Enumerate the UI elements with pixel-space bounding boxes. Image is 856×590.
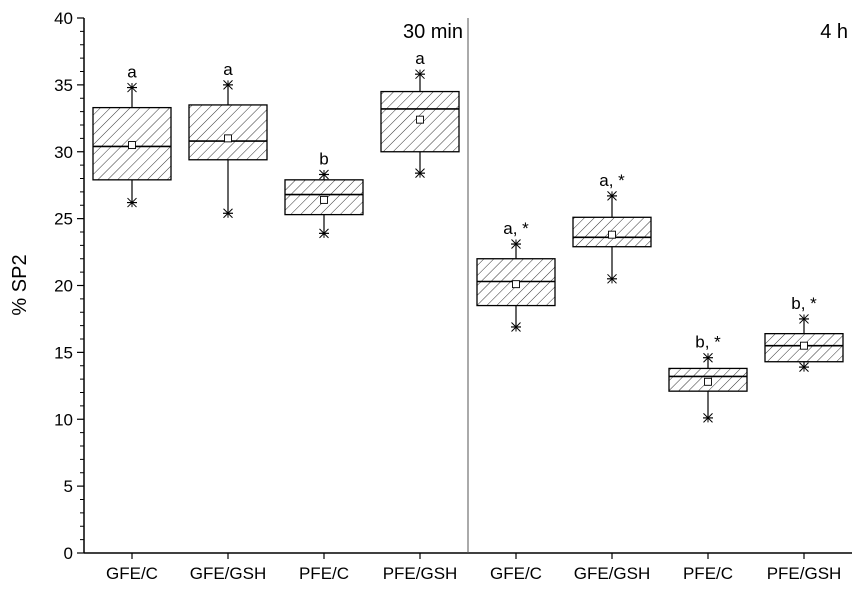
min-marker	[799, 362, 809, 372]
y-tick-label: 20	[54, 277, 73, 296]
panel-label-30min: 30 min	[403, 21, 463, 43]
min-marker	[703, 413, 713, 423]
max-marker	[511, 239, 521, 249]
max-marker	[415, 69, 425, 80]
min-marker	[511, 322, 521, 332]
x-category-label: PFE/GSH	[767, 564, 842, 583]
y-tick-label: 25	[54, 210, 73, 229]
significance-label: a, *	[599, 171, 625, 190]
min-marker	[127, 197, 137, 208]
significance-label: a	[127, 63, 137, 82]
box-group: a	[380, 49, 460, 179]
significance-label: a	[223, 60, 233, 79]
box-group: a	[92, 63, 172, 208]
x-category-label: GFE/GSH	[190, 564, 267, 583]
max-marker	[799, 314, 809, 324]
mean-marker	[416, 115, 424, 124]
significance-label: b, *	[791, 294, 817, 313]
x-category-label: PFE/GSH	[383, 564, 458, 583]
box-iqr	[188, 104, 268, 161]
x-category-label: PFE/C	[299, 564, 349, 583]
mean-marker	[128, 141, 136, 150]
y-tick-label: 40	[54, 9, 73, 28]
panel-label-4h: 4 h	[820, 21, 848, 43]
y-tick-label: 0	[64, 544, 73, 563]
y-tick-label: 15	[54, 343, 73, 362]
y-tick-label: 30	[54, 143, 73, 162]
x-category-label: GFE/C	[490, 564, 542, 583]
mean-marker	[800, 341, 808, 350]
x-category-label: PFE/C	[683, 564, 733, 583]
significance-label: a	[415, 49, 425, 68]
max-marker	[223, 80, 233, 90]
y-tick-label: 10	[54, 410, 73, 429]
max-marker	[127, 82, 137, 93]
y-tick-label: 35	[54, 76, 73, 95]
boxes-layer: a a b a a, * a, * b, * b, *	[92, 49, 844, 423]
significance-label: b	[319, 149, 328, 168]
x-category-label: GFE/C	[106, 564, 158, 583]
max-marker	[319, 169, 329, 180]
min-marker	[607, 273, 617, 284]
axes: 0 5 10 15 20 25 30 35 40 GFE/C GFE/GSH PFE/C PFE/GSH…	[54, 9, 852, 583]
significance-label: b, *	[695, 333, 721, 352]
significance-label: a, *	[503, 219, 529, 238]
mean-marker	[320, 195, 328, 204]
min-marker	[319, 228, 329, 239]
box-group: a	[188, 60, 268, 219]
mean-marker	[224, 134, 232, 143]
max-marker	[607, 191, 617, 201]
box-group: b, *	[764, 294, 844, 372]
min-marker	[223, 208, 233, 219]
box-group: a, *	[476, 219, 556, 332]
box-group: a, *	[572, 171, 652, 284]
box-group: b, *	[668, 333, 748, 423]
mean-marker	[704, 377, 712, 386]
box-group: b	[284, 149, 364, 239]
mean-marker	[608, 230, 616, 239]
x-category-label: GFE/GSH	[574, 564, 651, 583]
y-axis-title: % SP2	[9, 254, 31, 315]
max-marker	[703, 352, 713, 363]
min-marker	[415, 168, 425, 179]
mean-marker	[512, 280, 520, 289]
y-tick-label: 5	[64, 477, 73, 496]
